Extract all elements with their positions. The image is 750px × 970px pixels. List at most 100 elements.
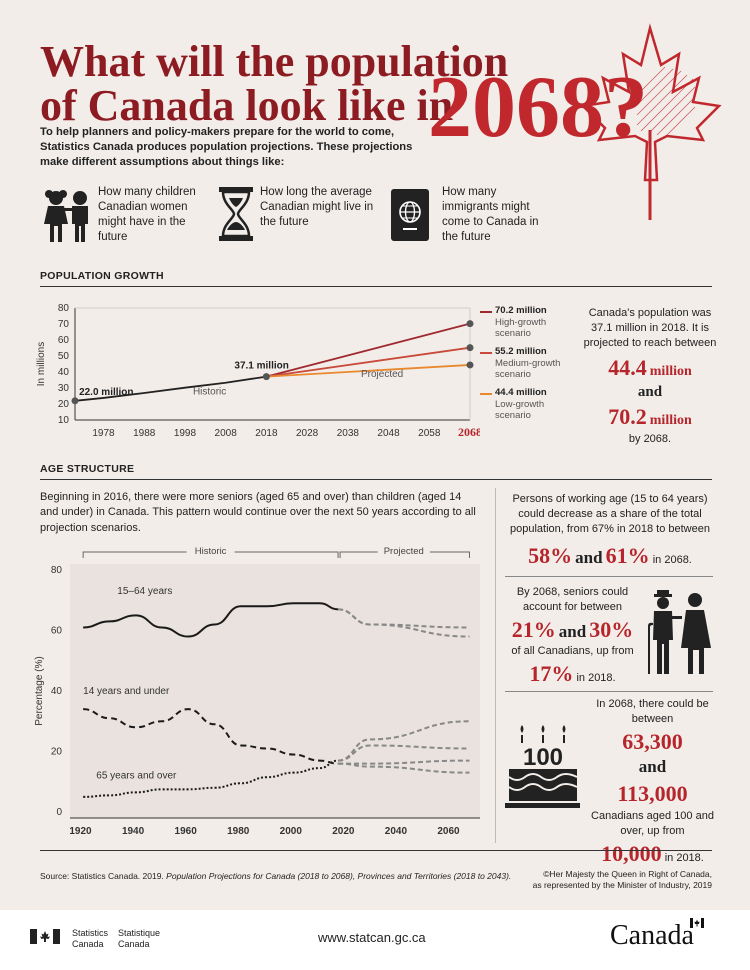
series-line-0-14 [83,708,339,765]
projection-line [338,759,470,765]
projected-period-label: Projected [384,546,424,557]
seniors-note: By 2068, seniors could account for betwe… [505,585,640,689]
seniors-upfrom-text: of all Canadians, up from [511,645,634,658]
population-growth-chart: 10 20 30 40 50 60 70 80 1978 1988 1998 2008 2018 2028… [36,303,480,439]
million-word: million [649,413,692,429]
population-growth-heading: POPULATION GROWTH [40,270,164,282]
centenarians-2018-value: 10,000 [601,840,662,866]
seniors-year-text: in 2018. [576,672,616,685]
population-summary: Canada's population was 37.1 million in … [580,306,720,447]
children-icon [44,190,88,242]
legend-low-value: 44.4 million [495,387,547,398]
x-tick-label: 2020 [332,826,355,837]
x-tick-label: 1980 [227,826,250,837]
wordmark-flag-icon [690,918,704,928]
series-label: 14 years and under [83,686,170,697]
high-projection-value: 70.2 [608,404,647,430]
divider [505,576,713,577]
legend-low-swatch [480,393,492,395]
legend-medium-label: Medium-growth [495,358,561,369]
org-fr-line-1: Statistique [118,928,161,938]
historic-label: Historic [193,386,226,397]
y-tick-label: 60 [58,335,70,346]
centenarians-year-text: in 2018. [664,851,704,864]
assumption-immigration-text: How many immigrants might come to Canada… [442,186,539,243]
legend-low-label: Low-growth [495,399,545,410]
hourglass-icon [219,187,253,241]
projection-line [337,744,470,762]
series-label: 65 years and over [96,771,177,782]
title-year: 2068? [428,59,648,156]
legend-high-label: High-growth [495,317,547,328]
series-end-point [466,361,474,369]
series-label: 15–64 years [117,586,172,597]
x-tick-label: 2040 [385,826,408,837]
seniors-icon [648,590,711,674]
seniors-low-value: 21% [511,616,556,642]
y-tick-label: 70 [58,319,70,330]
org-name-en: Statistics Canada [72,928,108,950]
title-line-1: What will the population [40,37,509,86]
legend-high-value: 70.2 million [495,305,547,316]
centenarians-upfrom-text: Canadians aged 100 and over, up from [591,810,714,837]
series-line-low [266,364,471,378]
legend-medium-swatch [480,352,492,354]
x-tick-label: 2058 [418,428,441,439]
series-line-high [266,322,471,378]
x-tick-label: 2048 [377,428,400,439]
y-tick-label: 40 [51,686,63,697]
age-structure-heading: AGE STRUCTURE [40,463,135,475]
series-end-point [466,344,474,352]
x-tick-label: 1978 [92,428,115,439]
birthday-cake-icon: 100 [505,725,580,808]
working-low-value: 58% [528,542,573,568]
y-tick-label: 20 [58,399,70,410]
passport-icon [391,189,429,241]
and-word: and [638,757,667,777]
historic-period-label: Historic [195,546,227,557]
centenarians-high-value: 113,000 [617,781,688,807]
intro-text: To help planners and policy-makers prepa… [40,126,413,168]
org-fr-line-2: Canada [118,938,150,949]
legend-low-label-2: scenario [495,410,531,421]
y-tick-label: 80 [58,303,70,314]
start-point [71,397,79,405]
and-word: and [558,621,587,641]
working-age-text: Persons of working age (15 to 64 years) … [510,493,710,535]
x-tick-label: 1960 [175,826,198,837]
column-divider [495,488,496,843]
title-line-2: of Canada look like in [40,81,454,130]
copyright-line-1: ©Her Majesty the Queen in Right of Canad… [543,869,712,879]
x-tick-label: 1940 [122,826,145,837]
y-tick-label: 80 [51,565,63,576]
seniors-2018-value: 17% [529,661,574,687]
working-age-note: Persons of working age (15 to 64 years) … [505,492,715,570]
age-structure-intro: Beginning in 2016, there were more senio… [40,491,476,534]
cake-number: 100 [523,744,563,771]
legend-high-label-2: scenario [495,328,531,339]
series-line-65-plus [83,759,339,798]
low-projection-value: 44.4 [608,354,647,380]
source-note: Source: Statistics Canada. 2019. Populat… [40,871,511,881]
x-tick-label: 2000 [280,826,303,837]
legend-high-swatch [480,311,492,313]
website-link[interactable]: www.statcan.gc.ca [318,930,426,945]
canada-wordmark: Canada [610,920,694,951]
series-line-historic [74,375,267,402]
y-tick-label: 10 [58,415,70,426]
projection-line [337,608,470,629]
copyright-line-2: as represented by the Minister of Indust… [532,880,712,891]
footer-band [0,910,750,970]
centenarians-text: In 2068, there could be between [596,698,709,725]
x-tick-label: 1998 [174,428,197,439]
centenarians-low-value: 63,300 [622,728,683,754]
divider [40,286,712,287]
by-year-text: by 2068. [628,433,672,446]
assumption-lifespan-text: How long the average Canadian might live… [260,186,374,228]
x-tick-label: 2068 [458,425,480,439]
org-en-line-2: Canada [72,938,104,949]
series-line-medium [266,346,471,378]
y-tick-label: 50 [58,351,70,362]
historic-label-bg [186,544,235,558]
x-tick-label: 1920 [69,826,92,837]
